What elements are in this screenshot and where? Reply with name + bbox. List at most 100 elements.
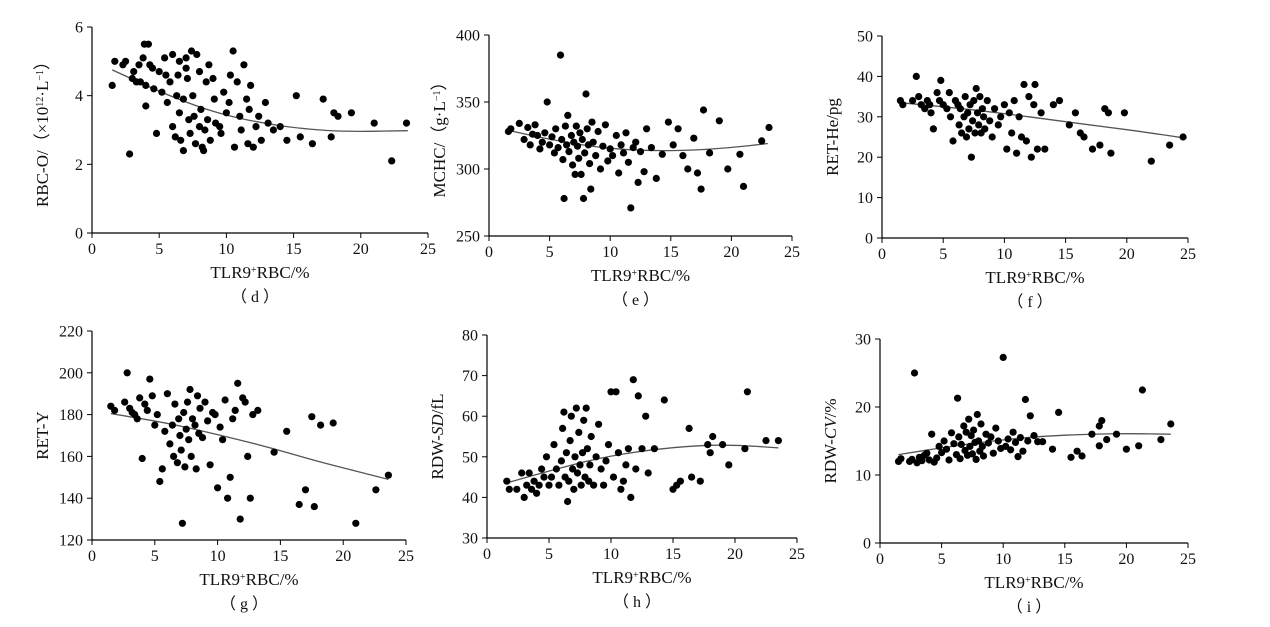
panel-label: （ f ） [1007,293,1052,311]
data-point [152,129,161,137]
panel-g: 0 5 10 15 20 25 120 140 160 180 200 220 TLR9+RBC/% RE… [33,324,414,614]
data-point [175,57,183,65]
data-point [142,102,150,110]
data-point [143,406,151,414]
data-point [923,449,931,457]
data-point [629,376,637,384]
data-point [503,477,511,485]
data-point [741,445,749,453]
data-point [555,481,563,489]
y-tick-label: 200 [59,365,83,382]
data-point [962,133,971,141]
data-point [570,485,578,493]
data-point [652,174,660,182]
x-tick-label: 20 [1118,551,1134,568]
data-point [973,410,981,419]
data-point [1014,453,1022,461]
x-tick-label: 20 [1119,246,1135,263]
data-point [997,113,1005,121]
data-point [688,473,696,481]
data-point [249,143,257,151]
data-point [581,149,589,157]
data-point [642,412,650,420]
data-point [257,136,265,144]
data-point [612,388,620,396]
data-point [684,165,692,173]
x-tick-label: 10 [218,241,234,258]
x-axis-title: TLR9+RBC/% [199,570,298,589]
data-point [155,68,163,76]
data-point [569,161,577,169]
data-point [638,445,646,453]
data-point [989,449,997,457]
y-tick-label: 20 [857,150,873,167]
data-point [319,95,327,103]
data-point [166,440,174,448]
x-tick-label: 0 [878,246,886,263]
data-point [562,449,571,457]
data-point [161,427,169,435]
data-point [150,85,158,93]
data-point [209,74,217,83]
data-point [182,425,190,433]
data-point [246,494,254,502]
trend-line [111,69,408,132]
data-point [175,415,183,423]
data-point [669,141,677,149]
data-point [762,437,770,445]
data-point [597,465,605,473]
data-point [186,385,194,394]
data-point [964,109,972,117]
data-point [1095,442,1103,450]
data-point [604,441,613,449]
data-point [1025,93,1033,101]
y-tick-label: 4 [75,88,83,105]
data-point [153,411,161,419]
data-point [715,117,723,125]
y-tick-label: 40 [462,490,478,507]
x-tick-label: 5 [938,551,946,568]
y-tick-label: 2 [75,157,83,174]
data-point [201,126,209,134]
data-point [237,126,245,134]
data-point [685,424,693,432]
data-point [269,126,277,134]
data-point [173,92,181,100]
data-point [191,421,199,429]
data-point [530,477,538,485]
data-point [171,133,179,141]
data-point [126,150,134,158]
x-tick-label: 10 [210,548,226,565]
x-tick-label: 15 [1057,551,1073,568]
data-point [327,133,335,141]
data-point [927,109,935,117]
data-point [111,57,119,65]
data-point [158,465,166,473]
data-point [1026,412,1034,420]
data-point [206,461,214,469]
data-point [547,473,556,481]
y-axis-title: RET-He/pg [823,98,842,176]
data-point [1179,133,1187,141]
data-point [217,129,225,137]
data-point [201,398,209,406]
data-point [594,127,602,136]
data-point [1033,145,1041,153]
data-point [578,449,587,457]
y-tick-label: 6 [75,20,83,37]
panel-label: （ i ） [1007,598,1051,616]
data-point [969,117,977,125]
x-tick-label: 5 [155,241,163,258]
data-point [244,452,252,460]
data-point [141,400,149,408]
data-point [976,93,984,101]
data-point [296,133,304,141]
data-point [558,135,566,144]
data-point [185,436,193,444]
data-point [524,123,532,132]
data-point [607,388,615,396]
data-point [175,109,183,117]
data-point [617,141,625,149]
data-point [960,422,968,430]
data-point [679,152,687,160]
